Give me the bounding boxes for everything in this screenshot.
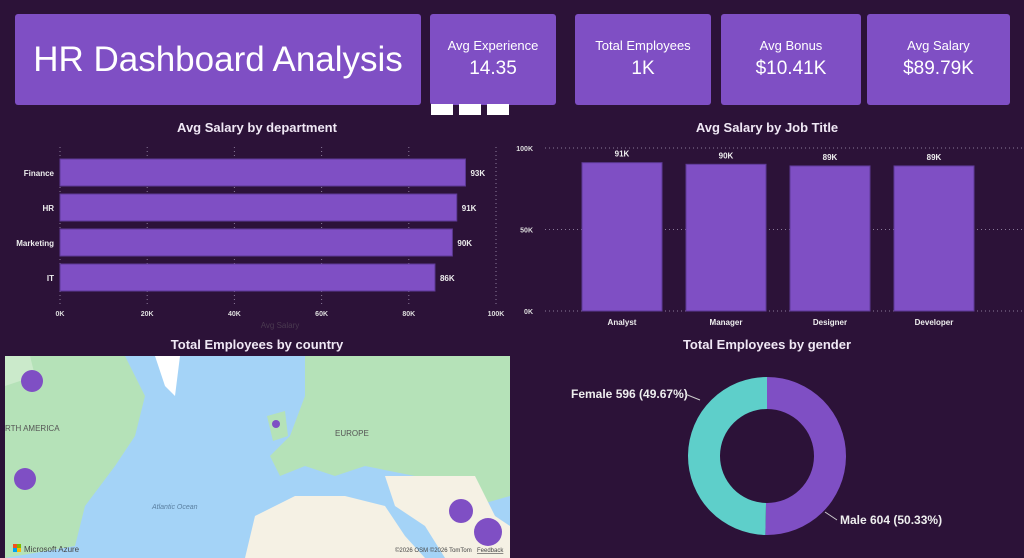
- map-copyright: ©2026 OSM ©2026 TomTom: [395, 547, 472, 554]
- bar[interactable]: [59, 193, 458, 222]
- country-map[interactable]: RTH AMERICA EUROPE Atlantic Ocean Micros…: [5, 356, 510, 558]
- donut-slice-male[interactable]: [765, 377, 846, 535]
- data-label: 89K: [823, 153, 838, 162]
- bar[interactable]: [685, 163, 767, 312]
- map-bubble[interactable]: [474, 518, 502, 546]
- leader-line: [684, 393, 701, 401]
- kpi-label: Avg Experience: [447, 38, 539, 53]
- data-label: 89K: [927, 153, 942, 162]
- kpi-label: Total Employees: [595, 38, 691, 53]
- x-axis-title: Avg Salary: [261, 321, 300, 330]
- x-tick-label: Designer: [813, 318, 847, 327]
- job-chart-title: Avg Salary by Job Title: [695, 120, 839, 135]
- y-tick-label: IT: [47, 274, 54, 283]
- map-label-ocean: Atlantic Ocean: [151, 504, 198, 511]
- visual-more-options-button[interactable]: [487, 104, 509, 115]
- kpi-avg-bonus: Avg Bonus $10.41K: [721, 14, 861, 105]
- data-label: 86K: [440, 274, 455, 283]
- greenland: [155, 356, 180, 396]
- dashboard-title: HR Dashboard Analysis: [15, 14, 421, 105]
- kpi-avg-experience: Avg Experience 14.35: [430, 14, 556, 105]
- x-tick-label: Analyst: [608, 318, 637, 327]
- visual-filter-button[interactable]: [431, 104, 453, 115]
- y-tick-label: 100K: [516, 146, 533, 153]
- data-label: 91K: [615, 150, 630, 159]
- bar[interactable]: [893, 165, 975, 312]
- africa-land: [245, 496, 425, 558]
- map-title: Total Employees by country: [170, 337, 344, 352]
- kpi-total-employees: Total Employees 1K: [575, 14, 711, 105]
- gender-chart-title: Total Employees by gender: [682, 337, 852, 352]
- bar[interactable]: [59, 228, 453, 257]
- x-tick-label: 20K: [141, 311, 154, 318]
- map-label-europe: EUROPE: [335, 429, 369, 438]
- bar[interactable]: [59, 263, 436, 292]
- data-label: 90K: [457, 239, 472, 248]
- map-bubble[interactable]: [449, 499, 473, 523]
- visual-focus-button[interactable]: [459, 104, 481, 115]
- bar[interactable]: [59, 158, 466, 187]
- eurasia-land: [270, 356, 510, 506]
- dept-chart-title: Avg Salary by department: [177, 120, 337, 135]
- north-america-land: [5, 356, 145, 558]
- map-label-na: RTH AMERICA: [5, 424, 60, 433]
- y-tick-label: 0K: [524, 309, 533, 316]
- kpi-value: $89.79K: [903, 58, 974, 79]
- kpi-value: 14.35: [469, 58, 517, 79]
- kpi-avg-salary: Avg Salary $89.79K: [867, 14, 1010, 105]
- y-tick-label: Finance: [24, 169, 55, 178]
- female-label: Female 596 (49.67%): [571, 387, 688, 401]
- map-bubble[interactable]: [272, 420, 280, 428]
- male-label: Male 604 (50.33%): [840, 513, 942, 527]
- y-tick-label: HR: [42, 204, 54, 213]
- bar[interactable]: [581, 162, 663, 312]
- leader-line: [824, 511, 838, 521]
- y-tick-label: 50K: [520, 228, 533, 235]
- job-salary-chart: 0K 50K 100K 91K Analyst 90K Manager 89K Designer…: [516, 146, 1024, 327]
- map-bubble[interactable]: [14, 468, 36, 490]
- data-label: 90K: [719, 151, 734, 160]
- kpi-value: 1K: [631, 58, 655, 79]
- y-tick-label: Marketing: [16, 239, 54, 248]
- x-tick-label: 80K: [402, 311, 415, 318]
- x-tick-label: Developer: [915, 318, 954, 327]
- kpi-value: $10.41K: [755, 58, 827, 79]
- x-tick-label: 100K: [488, 311, 505, 318]
- gender-donut-chart: Female 596 (49.67%) Male 604 (50.33%): [571, 377, 942, 535]
- map-bubble[interactable]: [21, 370, 43, 392]
- kpi-label: Avg Bonus: [759, 38, 823, 53]
- microsoft-logo-icon: [13, 544, 21, 552]
- map-feedback-link[interactable]: Feedback: [477, 548, 504, 554]
- data-label: 91K: [462, 204, 477, 213]
- data-label: 93K: [470, 169, 485, 178]
- x-tick-label: 60K: [315, 311, 328, 318]
- x-tick-label: 0K: [56, 311, 65, 318]
- bar[interactable]: [789, 165, 871, 312]
- x-tick-label: Manager: [710, 318, 743, 327]
- map-attribution: Microsoft Azure: [24, 545, 80, 554]
- x-tick-label: 40K: [228, 311, 241, 318]
- donut-slice-female[interactable]: [688, 377, 767, 535]
- kpi-label: Avg Salary: [907, 38, 970, 53]
- dept-salary-chart: 0K 20K 40K 60K 80K 100K Finance 93K HR 91K Marketi…: [16, 147, 505, 330]
